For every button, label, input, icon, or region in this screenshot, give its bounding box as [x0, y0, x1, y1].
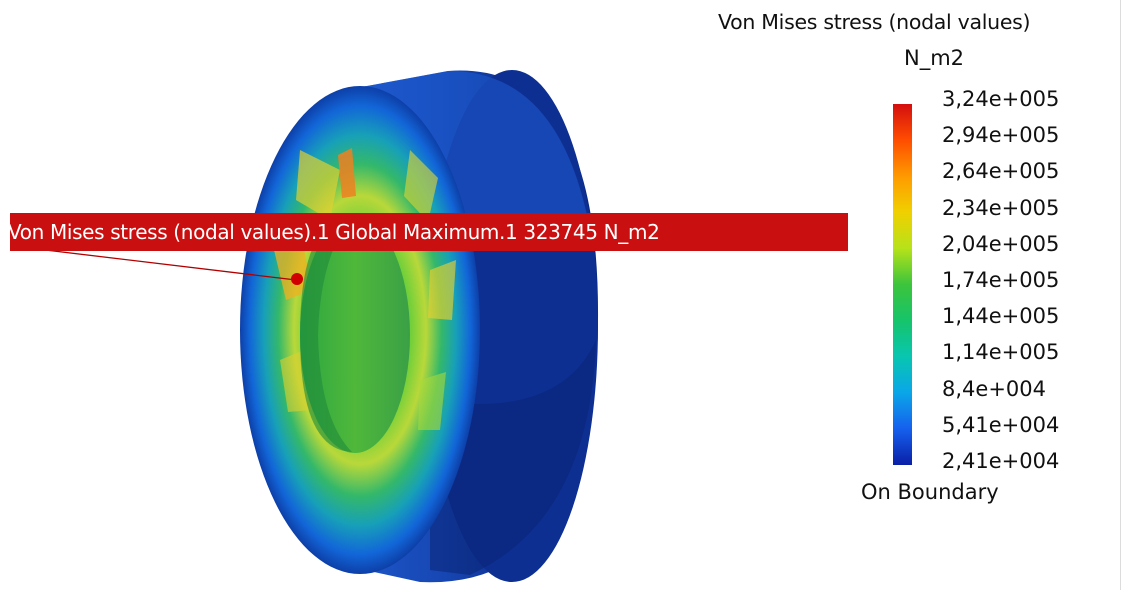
- legend-value-label: 3,24e+005: [942, 87, 1060, 111]
- annotation-leader-line: [11, 245, 297, 281]
- legend-footer: On Boundary: [861, 480, 999, 504]
- legend-value-label: 1,14e+005: [942, 340, 1060, 365]
- max-stress-marker: [291, 273, 303, 285]
- global-maximum-annotation[interactable]: Von Mises stress (nodal values).1 Global…: [10, 213, 848, 251]
- panel-divider: [1120, 0, 1121, 590]
- legend-value-list: 3,24e+005 2,94e+005 2,64e+005 2,34e+005 2,04…: [942, 81, 1059, 479]
- legend-value-label: 8,4e+004: [942, 376, 1046, 401]
- legend-value-label: 1,74e+005: [942, 267, 1060, 292]
- legend-value-label: 1,44e+005: [942, 304, 1060, 329]
- legend-value-label: 2,04e+005: [942, 231, 1060, 256]
- legend-unit: N_m2: [904, 46, 965, 70]
- legend-title: Von Mises stress (nodal values): [718, 10, 1031, 34]
- legend-value-label: 2,94e+005: [942, 123, 1060, 148]
- legend-value-label: 2,41e+004: [942, 448, 1060, 473]
- legend-color-bar[interactable]: [893, 104, 912, 465]
- legend-value-label: 2,64e+005: [942, 159, 1060, 184]
- tire-bore: [300, 217, 410, 453]
- legend-value-label: 2,34e+005: [942, 195, 1060, 220]
- annotation-label: Von Mises stress (nodal values).1 Global…: [10, 220, 660, 244]
- legend-value-label: 5,41e+004: [942, 412, 1060, 437]
